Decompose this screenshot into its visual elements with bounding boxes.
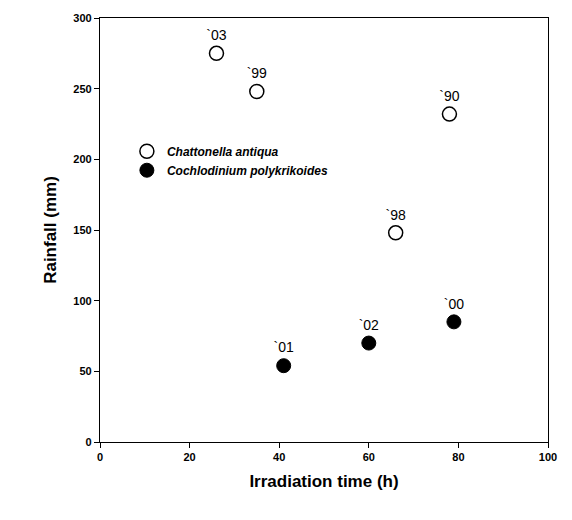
- svg-text:`00: `00: [444, 296, 464, 312]
- svg-text:100: 100: [539, 451, 557, 463]
- svg-text:`90: `90: [439, 88, 459, 104]
- svg-text:`99: `99: [247, 65, 267, 81]
- svg-text:200: 200: [73, 153, 91, 165]
- svg-text:20: 20: [183, 451, 195, 463]
- svg-text:50: 50: [79, 365, 91, 377]
- svg-text:300: 300: [73, 12, 91, 24]
- svg-text:Cochlodinium polykrikoides: Cochlodinium polykrikoides: [167, 164, 328, 178]
- svg-text:150: 150: [73, 224, 91, 236]
- svg-text:250: 250: [73, 83, 91, 95]
- svg-text:60: 60: [363, 451, 375, 463]
- svg-text:0: 0: [97, 451, 103, 463]
- svg-text:40: 40: [273, 451, 285, 463]
- svg-text:Irradiation time (h): Irradiation time (h): [249, 472, 398, 491]
- svg-text:100: 100: [73, 295, 91, 307]
- svg-text:`98: `98: [386, 207, 406, 223]
- svg-text:80: 80: [452, 451, 464, 463]
- svg-text:`01: `01: [274, 339, 294, 355]
- svg-text:Chattonella antiqua: Chattonella antiqua: [167, 145, 279, 159]
- svg-text:Rainfall (mm): Rainfall (mm): [41, 176, 60, 284]
- svg-text:`03: `03: [206, 27, 226, 43]
- svg-text:`02: `02: [359, 317, 379, 333]
- svg-text:0: 0: [86, 436, 92, 448]
